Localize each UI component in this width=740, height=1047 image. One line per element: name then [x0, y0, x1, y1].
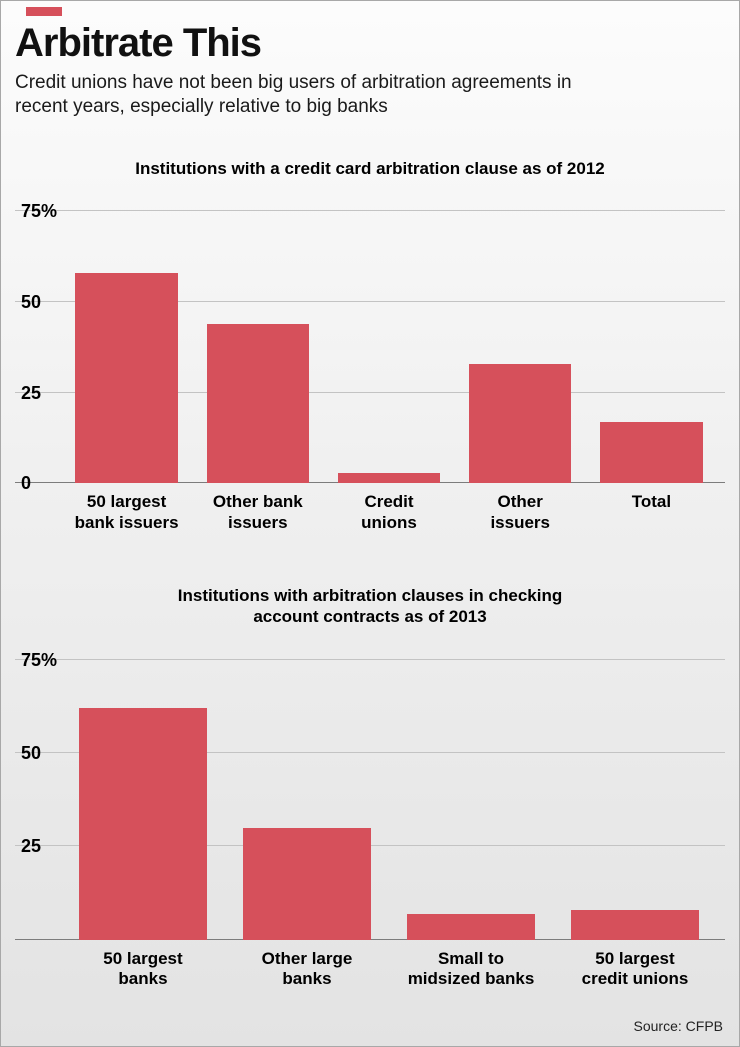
gridline — [15, 391, 725, 393]
bar-50-largest-banks — [79, 708, 207, 940]
chart-checking-arbitration: Institutions with arbitration clauses in… — [1, 585, 739, 989]
bar-column — [389, 660, 553, 940]
category-label: Other issuers — [490, 492, 550, 532]
category-label: 50 largest banks — [103, 948, 183, 989]
bar-other-bank-issuers — [206, 323, 309, 484]
bar-column — [553, 660, 717, 940]
y-tick-label: 25 — [21, 836, 42, 857]
category-label: Other bank issuers — [212, 492, 303, 532]
category-label: Credit unions — [361, 492, 417, 532]
category-label: Other large banks — [261, 948, 353, 989]
category-label: Small to midsized banks — [407, 948, 535, 989]
category-label: Total — [631, 492, 672, 512]
bar-column — [225, 660, 389, 940]
category-label: 50 largest credit unions — [581, 948, 689, 989]
y-tick-label: 75% — [21, 649, 58, 670]
bars — [61, 660, 717, 940]
gridline — [15, 301, 725, 303]
gridline — [15, 752, 725, 754]
page-title: Arbitrate This — [15, 21, 262, 65]
category-labels: 50 largest banks Other large banks Small t… — [61, 949, 717, 990]
bar-column — [586, 211, 717, 484]
accent-mark — [26, 7, 62, 16]
bar-small-to-midsized-banks — [407, 913, 535, 940]
y-tick-label: 25 — [21, 382, 42, 403]
gridline — [15, 658, 725, 660]
y-tick-label: 50 — [21, 743, 42, 764]
bar-total — [600, 421, 703, 484]
bar-other-issuers — [469, 363, 572, 484]
bars — [61, 211, 717, 484]
gridline — [15, 210, 725, 212]
chart-credit-card-arbitration: Institutions with a credit card arbitrat… — [1, 158, 739, 533]
plot-area: 75% 50 25 — [15, 651, 725, 940]
bar-column — [323, 211, 454, 484]
bar-column — [192, 211, 323, 484]
plot-area: 75% 50 25 0 — [15, 202, 725, 492]
source-credit: Source: CFPB — [633, 1018, 723, 1034]
chart-title: Institutions with arbitration clauses in… — [177, 586, 563, 627]
bar-column — [61, 211, 192, 484]
bar-50-largest-credit-unions — [571, 909, 699, 940]
y-tick-label: 0 — [21, 473, 32, 494]
bar-other-large-banks — [243, 827, 371, 940]
bar-column — [61, 660, 225, 940]
page-subtitle: Credit unions have not been big users of… — [15, 71, 572, 118]
y-tick-label: 50 — [21, 292, 42, 313]
y-tick-label: 75% — [21, 201, 58, 222]
category-labels: 50 largest bank issuers Other bank issuer… — [61, 492, 717, 533]
bar-credit-unions — [337, 472, 441, 484]
category-label: 50 largest bank issuers — [74, 492, 179, 532]
chart-title: Institutions with a credit card arbitrat… — [135, 159, 605, 179]
bar-column — [455, 211, 586, 484]
bar-50-largest-bank-issuers — [75, 273, 178, 484]
